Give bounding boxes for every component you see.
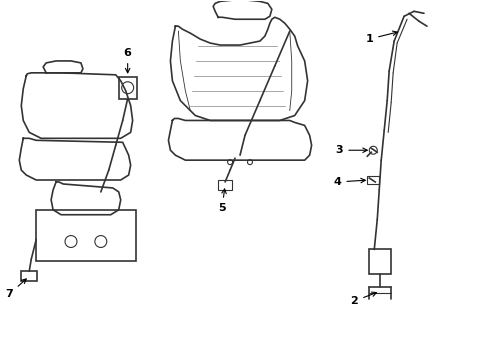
Bar (36, 210, 136, 261)
Bar (369, 249, 391, 274)
Bar (119, 77, 137, 99)
Text: 5: 5 (219, 189, 226, 213)
Text: 1: 1 (366, 31, 397, 44)
Bar (21, 271, 37, 281)
Bar (368, 176, 379, 184)
Text: 7: 7 (5, 279, 26, 299)
Bar (218, 180, 232, 190)
Text: 6: 6 (124, 48, 132, 73)
Text: 4: 4 (334, 177, 365, 187)
Text: 3: 3 (336, 145, 368, 155)
Text: 2: 2 (350, 292, 376, 306)
